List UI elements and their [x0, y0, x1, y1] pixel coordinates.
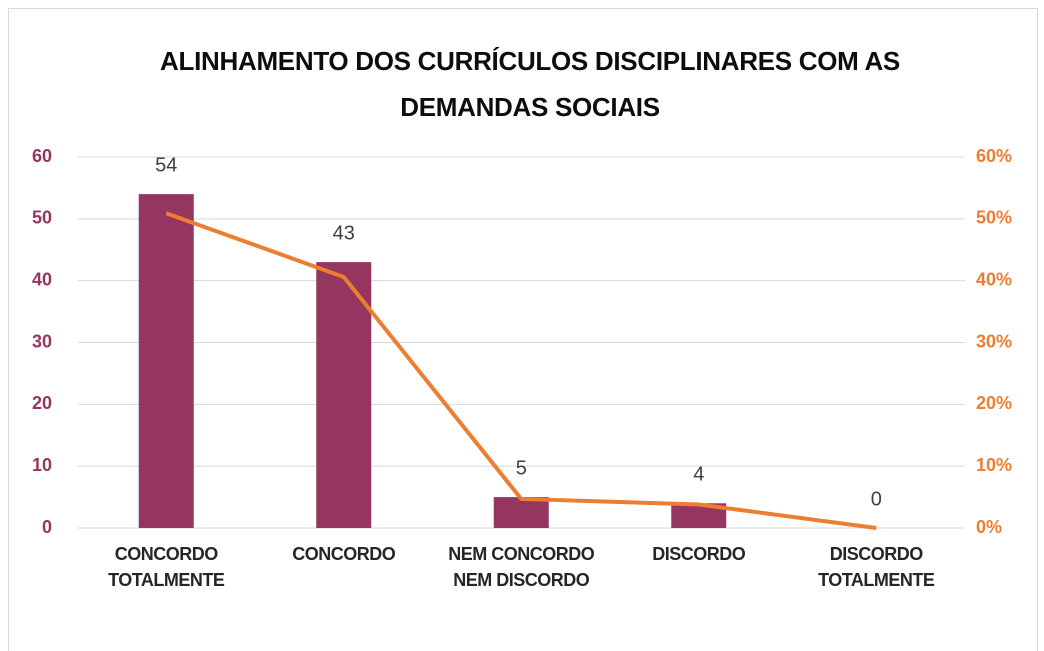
y-tick-label: 40 — [32, 269, 52, 289]
y2-tick-label: 60% — [976, 146, 1012, 166]
data-label: 43 — [333, 222, 355, 244]
y-tick-label: 30 — [32, 331, 52, 351]
y-tick-label: 10 — [32, 455, 52, 475]
x-tick-label: CONCORDO TOTALMENTE — [108, 544, 225, 590]
y2-tick-label: 0% — [976, 517, 1002, 537]
y2-tick-label: 10% — [976, 455, 1012, 475]
y-tick-label: 50 — [32, 208, 52, 228]
y-tick-label: 60 — [32, 146, 52, 166]
y2-tick-label: 40% — [976, 269, 1012, 289]
x-tick-label: DISCORDO — [652, 544, 746, 564]
chart-title: ALINHAMENTO DOS CURRÍCULOS DISCIPLINARES… — [160, 46, 900, 122]
y2-tick-label: 20% — [976, 393, 1012, 413]
y2-tick-label: 30% — [976, 331, 1012, 351]
bar — [316, 262, 372, 528]
bar — [493, 497, 549, 528]
line — [165, 211, 877, 530]
x-tick-label: DISCORDO TOTALMENTE — [818, 544, 935, 590]
x-tick-label: NEM CONCORDO NEM DISCORDO — [448, 544, 595, 590]
chart-border — [8, 8, 1038, 651]
data-label: 54 — [155, 154, 177, 176]
data-label: 5 — [516, 457, 527, 479]
y2-tick-label: 50% — [976, 208, 1012, 228]
y-tick-label: 20 — [32, 393, 52, 413]
x-tick-label: CONCORDO — [292, 544, 396, 564]
bar — [138, 194, 194, 528]
data-label: 0 — [871, 488, 882, 510]
data-label: 4 — [693, 464, 704, 486]
y-tick-label: 0 — [42, 517, 52, 537]
